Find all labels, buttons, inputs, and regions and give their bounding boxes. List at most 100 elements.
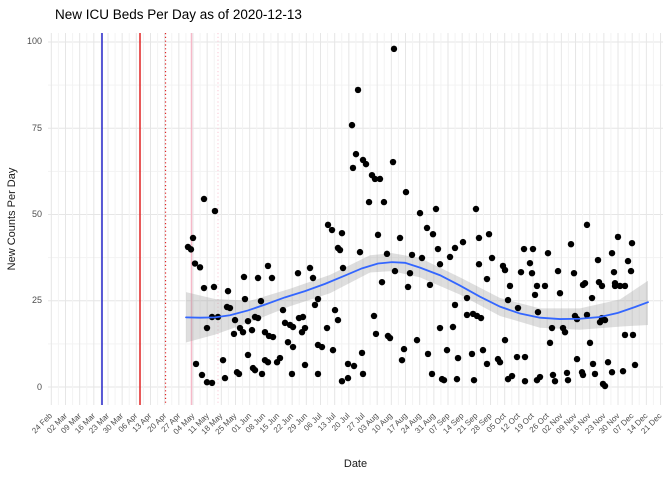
y-tick-label: 25 bbox=[31, 295, 42, 306]
y-tick-label: 50 bbox=[31, 209, 42, 219]
scatter-point bbox=[475, 261, 483, 268]
scatter-point bbox=[631, 361, 639, 369]
scatter-point bbox=[289, 323, 297, 331]
scatter-point bbox=[248, 326, 256, 334]
scatter-point bbox=[244, 351, 252, 359]
scatter-point bbox=[230, 330, 238, 338]
scatter-point bbox=[344, 374, 352, 382]
scatter-point bbox=[365, 198, 373, 206]
scatter-point bbox=[386, 334, 394, 342]
scatter-point bbox=[235, 370, 243, 378]
y-axis-title: New Counts Per Day bbox=[6, 167, 18, 271]
scatter-point bbox=[616, 282, 624, 290]
scatter-point bbox=[359, 370, 367, 378]
scatter-point bbox=[426, 281, 434, 289]
scatter-point bbox=[608, 369, 616, 376]
scatter-point bbox=[268, 274, 276, 282]
scatter-point bbox=[468, 350, 476, 358]
scatter-point bbox=[314, 295, 322, 303]
scatter-point bbox=[551, 377, 559, 385]
scatter-point bbox=[418, 254, 426, 262]
scatter-point bbox=[628, 239, 636, 247]
scatter-point bbox=[546, 339, 554, 347]
scatter-point bbox=[358, 349, 366, 357]
scatter-point bbox=[483, 275, 491, 283]
scatter-point bbox=[506, 282, 514, 290]
scatter-point bbox=[200, 195, 208, 203]
scatter-point bbox=[533, 282, 541, 290]
scatter-point bbox=[501, 266, 509, 274]
confidence-band bbox=[186, 253, 648, 343]
scatter-point bbox=[589, 360, 597, 368]
scatter-point bbox=[534, 308, 542, 316]
scatter-point bbox=[354, 86, 362, 94]
scatter-point bbox=[521, 377, 529, 385]
scatter-point bbox=[608, 249, 616, 257]
scatter-point bbox=[299, 313, 307, 321]
scatter-point bbox=[611, 282, 619, 290]
scatter-point bbox=[526, 259, 534, 267]
scatter-point bbox=[350, 362, 358, 370]
scatter-point bbox=[624, 257, 632, 265]
scatter-point bbox=[331, 306, 339, 314]
scatter-point bbox=[451, 301, 459, 309]
scatter-point bbox=[514, 304, 522, 312]
scatter-point bbox=[288, 370, 296, 378]
scatter-point bbox=[402, 188, 410, 196]
scatter-point bbox=[224, 287, 232, 295]
scatter-point bbox=[362, 160, 370, 168]
scatter-point bbox=[203, 379, 211, 386]
scatter-point bbox=[440, 376, 448, 384]
scatter-point bbox=[329, 346, 337, 354]
scatter-point bbox=[196, 264, 204, 271]
scatter-point bbox=[479, 346, 487, 354]
scatter-point bbox=[221, 374, 229, 382]
scatter-point bbox=[240, 273, 248, 281]
scatter-point bbox=[485, 230, 493, 238]
scatter-point bbox=[536, 373, 544, 381]
scatter-point bbox=[390, 45, 398, 53]
scatter-point bbox=[501, 336, 509, 344]
scatter-point bbox=[257, 297, 265, 305]
scatter-point bbox=[294, 269, 302, 277]
scatter-point bbox=[226, 304, 234, 312]
scatter-point bbox=[314, 370, 322, 378]
scatter-point bbox=[413, 336, 421, 344]
plot-canvas bbox=[48, 33, 663, 405]
scatter-point bbox=[378, 278, 386, 286]
scatter-point bbox=[339, 264, 347, 272]
scatter-point bbox=[203, 324, 211, 332]
scatter-point bbox=[556, 289, 564, 297]
scatter-point bbox=[563, 369, 571, 377]
scatter-point bbox=[583, 221, 591, 229]
scatter-point bbox=[604, 359, 612, 366]
plot-panel bbox=[48, 33, 663, 405]
scatter-point bbox=[583, 311, 591, 319]
scatter-point bbox=[374, 231, 382, 239]
scatter-point bbox=[570, 269, 578, 277]
y-tick-label: 0 bbox=[36, 381, 42, 392]
scatter-point bbox=[477, 314, 485, 322]
scatter-point bbox=[338, 229, 346, 237]
scatter-point bbox=[496, 359, 504, 366]
scatter-point bbox=[389, 158, 397, 166]
scatter-point bbox=[573, 355, 581, 363]
scatter-point bbox=[541, 282, 549, 290]
scatter-point bbox=[210, 283, 218, 291]
scatter-point bbox=[324, 221, 332, 229]
scatter-point bbox=[443, 346, 451, 354]
scatter-point bbox=[398, 356, 406, 364]
scatter-point bbox=[356, 248, 364, 256]
scatter-point bbox=[284, 338, 292, 346]
scatter-point bbox=[336, 246, 344, 254]
scatter-point bbox=[254, 274, 262, 282]
x-axis-tick-labels: 24 Feb 02 Mar 09 Mar 16 Mar 23 Mar 30 Mar 06 A… bbox=[31, 405, 664, 460]
scatter-point bbox=[463, 311, 471, 319]
scatter-point bbox=[328, 226, 336, 234]
scatter-point bbox=[244, 317, 252, 325]
scatter-point bbox=[610, 268, 618, 276]
scatter-point bbox=[311, 301, 319, 309]
scatter-point bbox=[306, 264, 314, 272]
scatter-point bbox=[261, 328, 269, 336]
